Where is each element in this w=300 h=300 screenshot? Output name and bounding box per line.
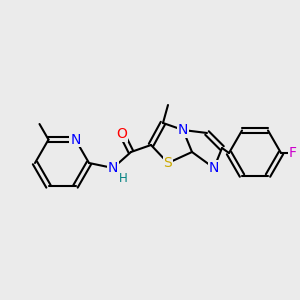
Text: S: S (164, 156, 172, 170)
Text: N: N (178, 123, 188, 137)
Text: F: F (289, 146, 297, 160)
Text: N: N (108, 161, 118, 175)
Text: O: O (117, 127, 128, 141)
Text: N: N (209, 161, 219, 175)
Text: H: H (118, 172, 127, 184)
Text: N: N (70, 133, 81, 147)
